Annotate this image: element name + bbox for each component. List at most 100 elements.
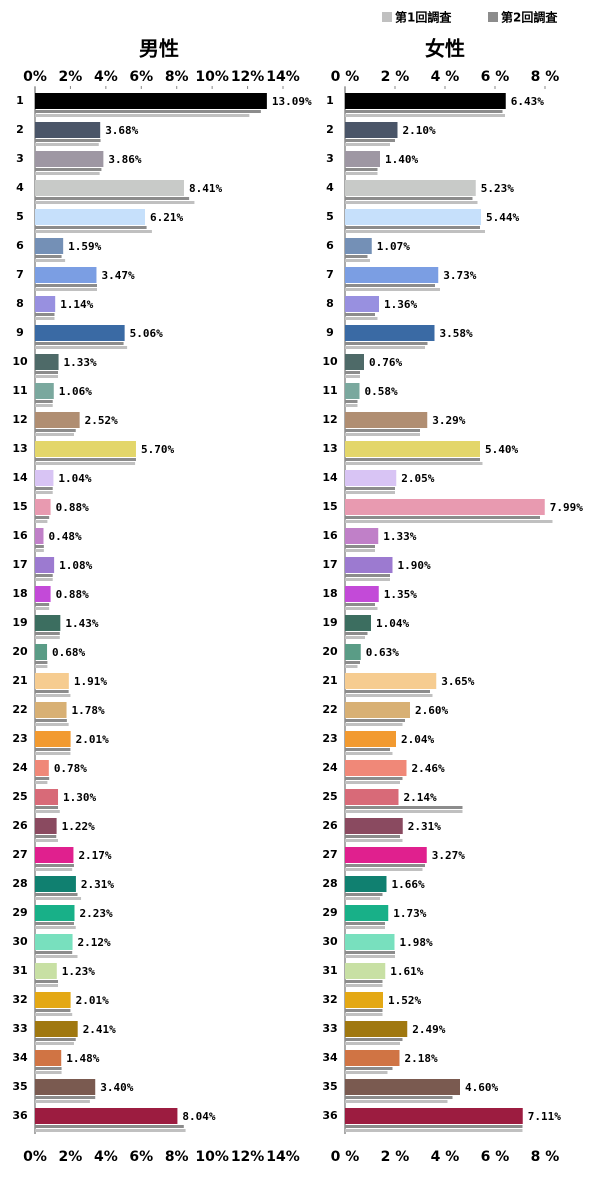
category-label: 26	[12, 819, 28, 832]
bar	[35, 122, 101, 138]
x-tick-label: 2 %	[381, 1149, 410, 1165]
bar	[345, 528, 379, 544]
value-label: 6.21%	[150, 211, 183, 224]
x-tick-label: 10%	[195, 69, 229, 85]
category-label: 10	[322, 355, 338, 368]
bar	[35, 172, 100, 175]
bar	[35, 980, 59, 983]
value-label: 1.52%	[388, 994, 421, 1007]
bar	[35, 955, 78, 958]
category-label: 6	[16, 239, 24, 252]
bar	[345, 383, 360, 399]
bar	[35, 470, 54, 486]
bar	[345, 470, 397, 486]
bar	[35, 665, 48, 668]
value-label: 5.06%	[130, 327, 163, 340]
bar	[35, 516, 50, 519]
value-label: 2.31%	[408, 820, 441, 833]
x-tick-label: 6%	[129, 69, 153, 85]
bar	[345, 760, 407, 776]
bar	[345, 615, 371, 631]
value-label: 3.86%	[108, 153, 141, 166]
bar	[345, 1129, 523, 1132]
x-tick-label: 8 %	[531, 69, 560, 85]
value-label: 0.88%	[56, 501, 89, 514]
category-label: 28	[12, 877, 27, 890]
bar	[345, 673, 437, 689]
category-label: 33	[322, 1022, 337, 1035]
value-label: 2.18%	[405, 1052, 438, 1065]
bar	[345, 354, 364, 370]
bar	[345, 1042, 400, 1045]
bar	[35, 197, 190, 200]
bar	[35, 1013, 73, 1016]
bar	[345, 1021, 408, 1037]
bar	[35, 499, 51, 515]
bar	[345, 122, 398, 138]
value-label: 0.76%	[369, 356, 402, 369]
category-label: 14	[12, 471, 28, 484]
category-label: 30	[322, 935, 338, 948]
bar	[345, 847, 427, 863]
bar	[345, 897, 380, 900]
value-label: 2.12%	[78, 936, 111, 949]
value-label: 1.43%	[65, 617, 98, 630]
bar	[35, 288, 97, 291]
bar	[345, 545, 375, 548]
bar	[35, 151, 104, 167]
bar	[35, 1071, 62, 1074]
bar	[35, 731, 71, 747]
bar	[35, 1038, 76, 1041]
category-label: 21	[12, 674, 27, 687]
value-label: 1.73%	[393, 907, 426, 920]
bar	[345, 267, 439, 283]
value-label: 3.73%	[443, 269, 476, 282]
bar	[345, 1100, 448, 1103]
x-tick-label: 12%	[231, 69, 265, 85]
value-label: 2.14%	[404, 791, 437, 804]
value-label: 8.04%	[182, 1110, 215, 1123]
bar	[35, 259, 66, 262]
value-label: 2.17%	[78, 849, 111, 862]
bar	[35, 926, 76, 929]
bar	[345, 586, 379, 602]
bar	[35, 284, 97, 287]
category-label: 18	[12, 587, 27, 600]
bar	[35, 143, 99, 146]
category-label: 32	[12, 993, 27, 1006]
bar	[345, 346, 425, 349]
bar	[35, 760, 49, 776]
x-tick-label: 0 %	[331, 1149, 360, 1165]
category-label: 29	[12, 906, 27, 919]
bar	[35, 1009, 71, 1012]
bar	[345, 238, 372, 254]
bar	[345, 984, 383, 987]
x-tick-label: 4 %	[431, 69, 460, 85]
bar	[345, 1108, 523, 1124]
bar	[345, 810, 463, 813]
bar	[35, 429, 76, 432]
chart-title: 男性	[139, 37, 179, 61]
value-label: 2.52%	[85, 414, 118, 427]
value-label: 3.65%	[441, 675, 474, 688]
bar	[35, 951, 73, 954]
bar	[35, 984, 59, 987]
bar	[345, 325, 435, 341]
bar	[345, 694, 433, 697]
bar	[345, 789, 399, 805]
bar	[345, 1079, 460, 1095]
bar	[35, 375, 59, 378]
value-label: 2.01%	[76, 733, 109, 746]
bar	[35, 574, 53, 577]
legend-swatch	[382, 12, 392, 22]
bar	[35, 346, 128, 349]
bar	[345, 719, 405, 722]
bar	[345, 1125, 523, 1128]
category-label: 8	[16, 297, 24, 310]
category-label: 12	[322, 413, 337, 426]
category-label: 32	[322, 993, 337, 1006]
value-label: 5.44%	[486, 211, 519, 224]
bar	[345, 114, 505, 117]
bar	[345, 342, 428, 345]
bar	[35, 1050, 62, 1066]
